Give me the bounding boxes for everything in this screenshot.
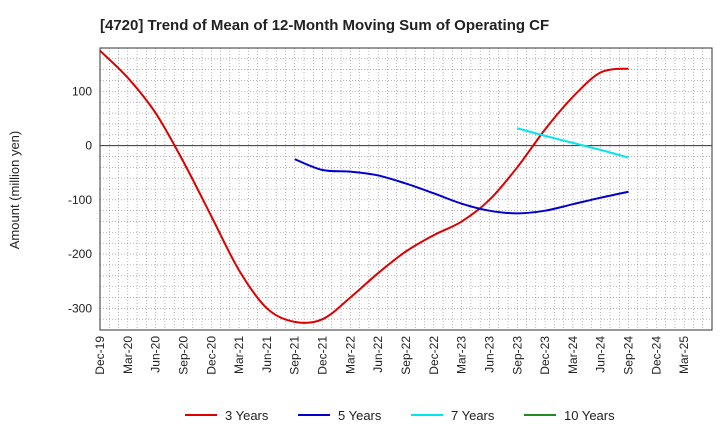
series-line-3-years	[99, 49, 629, 324]
x-tick-label: Sep-23	[510, 336, 524, 375]
y-axis-label: Amount (million yen)	[7, 131, 22, 250]
x-tick-label: Dec-19	[93, 336, 107, 375]
x-tick-label: Jun-24	[594, 336, 608, 373]
x-tick-label: Sep-21	[288, 336, 302, 375]
series-line-5-years	[294, 158, 629, 215]
legend-label-7-years: 7 Years	[451, 408, 495, 423]
x-tick-label: Mar-23	[455, 336, 469, 374]
legend-label-5-years: 5 Years	[338, 408, 382, 423]
series-lines	[99, 49, 629, 324]
x-tick-label: Mar-20	[121, 336, 135, 374]
x-tick-label: Mar-21	[232, 336, 246, 374]
x-tick-label: Sep-20	[176, 336, 190, 375]
x-tick-label: Jun-23	[482, 336, 496, 373]
grid	[100, 48, 712, 330]
x-tick-label: Sep-24	[622, 336, 636, 375]
plot-frame	[99, 47, 713, 331]
x-tick-label: Dec-21	[316, 336, 330, 375]
x-tick-label: Sep-22	[399, 336, 413, 375]
chart-title: [4720] Trend of Mean of 12-Month Moving …	[100, 17, 549, 34]
x-tick-label: Dec-22	[427, 336, 441, 375]
legend: 3 Years 5 Years 7 Years 10 Years	[185, 408, 615, 423]
x-tick-label: Jun-21	[260, 336, 274, 373]
y-tick-label: -300	[68, 301, 92, 315]
x-tick-label: Dec-23	[538, 336, 552, 375]
x-tick-label: Dec-24	[649, 336, 663, 375]
x-tick-label: Dec-20	[204, 336, 218, 375]
y-tick-label: -200	[68, 247, 92, 261]
x-tick-label: Mar-25	[677, 336, 691, 374]
y-tick-label: 0	[85, 139, 92, 153]
y-tick-label: -100	[68, 193, 92, 207]
tick-labels: 100 0 -100 -200 -300 Dec-19 Mar-20 Jun-20 Sep-20…	[68, 84, 691, 374]
legend-label-10-years: 10 Years	[564, 408, 615, 423]
x-tick-label: Jun-22	[371, 336, 385, 373]
x-tick-label: Mar-24	[566, 336, 580, 374]
legend-label-3-years: 3 Years	[225, 408, 269, 423]
x-tick-label: Mar-22	[343, 336, 357, 374]
y-tick-label: 100	[72, 84, 92, 98]
x-tick-label: Jun-20	[149, 336, 163, 373]
series-line-7-years	[517, 127, 629, 159]
